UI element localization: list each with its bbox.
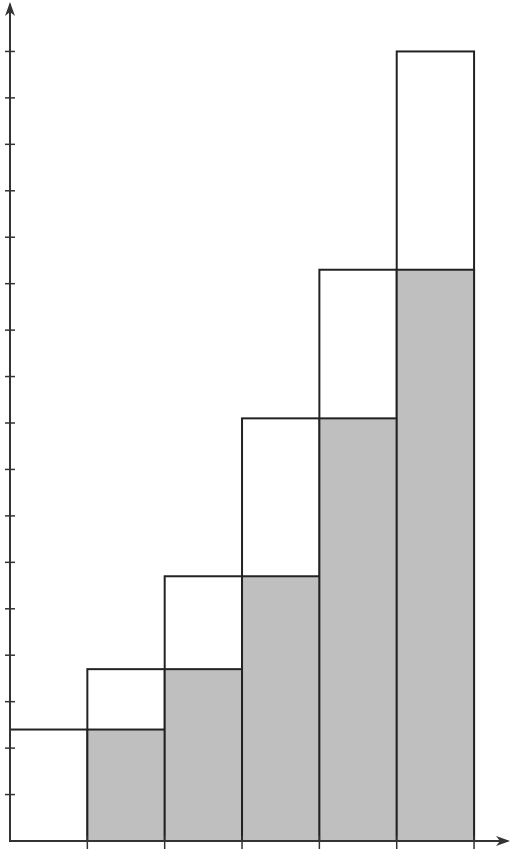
- bar: [86, 728, 166, 842]
- bar: [9, 728, 89, 842]
- bar: [163, 668, 244, 843]
- bar: [395, 268, 476, 842]
- plot: [9, 50, 476, 843]
- bar: [318, 417, 398, 842]
- bar: [241, 575, 321, 842]
